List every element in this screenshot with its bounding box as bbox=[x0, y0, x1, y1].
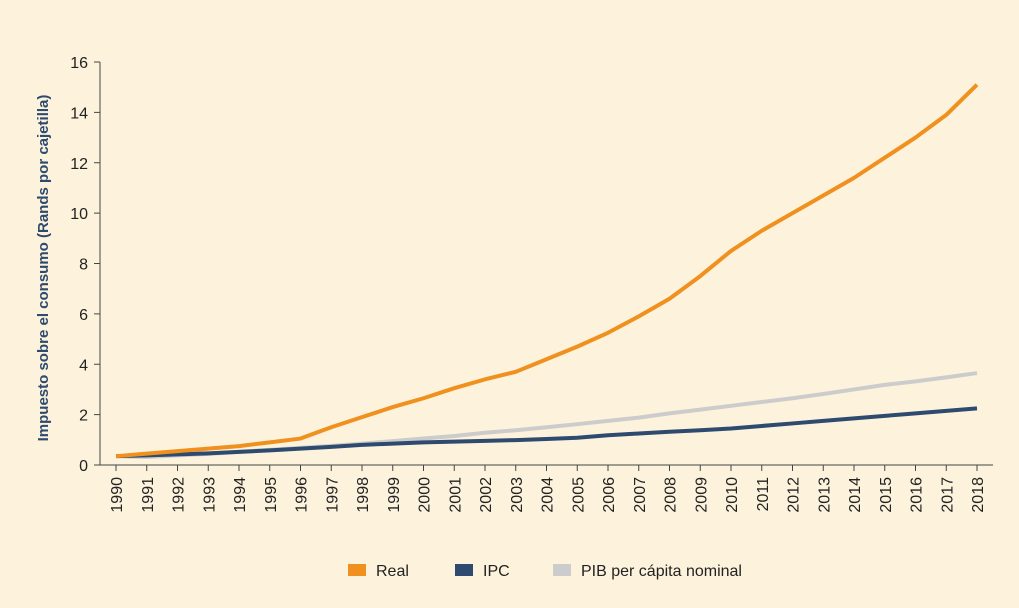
legend-swatch bbox=[455, 564, 473, 576]
x-tick-label: 2001 bbox=[447, 477, 464, 513]
x-tick-label: 2016 bbox=[909, 477, 926, 513]
y-tick-label: 12 bbox=[70, 156, 88, 173]
y-tick-label: 6 bbox=[79, 307, 88, 324]
x-tick-label: 1992 bbox=[171, 477, 188, 513]
x-tick-label: 2011 bbox=[755, 477, 772, 512]
legend-label: IPC bbox=[483, 563, 510, 580]
y-tick-label: 10 bbox=[70, 206, 88, 223]
x-tick-label: 2017 bbox=[939, 477, 956, 513]
x-tick-label: 2000 bbox=[417, 477, 434, 513]
x-tick-label: 1997 bbox=[324, 477, 341, 513]
x-tick-label: 2007 bbox=[632, 477, 649, 513]
x-tick-label: 2015 bbox=[878, 477, 895, 513]
x-tick-label: 2014 bbox=[847, 477, 864, 513]
y-axis-label: Impuesto sobre el consumo (Rands por caj… bbox=[35, 95, 52, 442]
x-tick-label: 2009 bbox=[693, 477, 710, 513]
y-tick-label: 2 bbox=[79, 408, 88, 425]
y-tick-label: 4 bbox=[79, 357, 88, 374]
y-tick-label: 0 bbox=[79, 458, 88, 475]
x-tick-label: 2004 bbox=[540, 477, 557, 513]
x-tick-label: 1990 bbox=[109, 477, 126, 513]
x-tick-label: 1993 bbox=[201, 477, 218, 513]
legend-swatch bbox=[553, 564, 571, 576]
x-tick-label: 2006 bbox=[601, 477, 618, 513]
x-tick-label: 2010 bbox=[724, 477, 741, 513]
y-tick-label: 14 bbox=[70, 105, 88, 122]
y-tick-label: 8 bbox=[79, 257, 88, 274]
legend-swatch bbox=[348, 564, 366, 576]
x-tick-label: 2002 bbox=[478, 477, 495, 513]
x-tick-label: 1998 bbox=[355, 477, 372, 513]
legend-label: Real bbox=[376, 563, 409, 580]
x-tick-label: 2013 bbox=[816, 477, 833, 513]
legend-label: PIB per cápita nominal bbox=[581, 563, 742, 580]
x-tick-label: 1999 bbox=[386, 477, 403, 513]
x-tick-label: 2003 bbox=[509, 477, 526, 513]
x-tick-label: 1991 bbox=[140, 477, 157, 513]
series-line bbox=[115, 83, 979, 459]
x-tick-label: 2018 bbox=[970, 477, 987, 513]
x-tick-label: 2008 bbox=[663, 477, 680, 513]
series-line bbox=[115, 406, 978, 459]
x-tick-label: 2005 bbox=[570, 477, 587, 513]
x-tick-label: 2012 bbox=[786, 477, 803, 513]
y-tick-label: 16 bbox=[70, 55, 88, 72]
x-tick-label: 1994 bbox=[232, 477, 249, 513]
x-tick-label: 1996 bbox=[294, 477, 311, 513]
x-tick-label: 1995 bbox=[263, 477, 280, 513]
